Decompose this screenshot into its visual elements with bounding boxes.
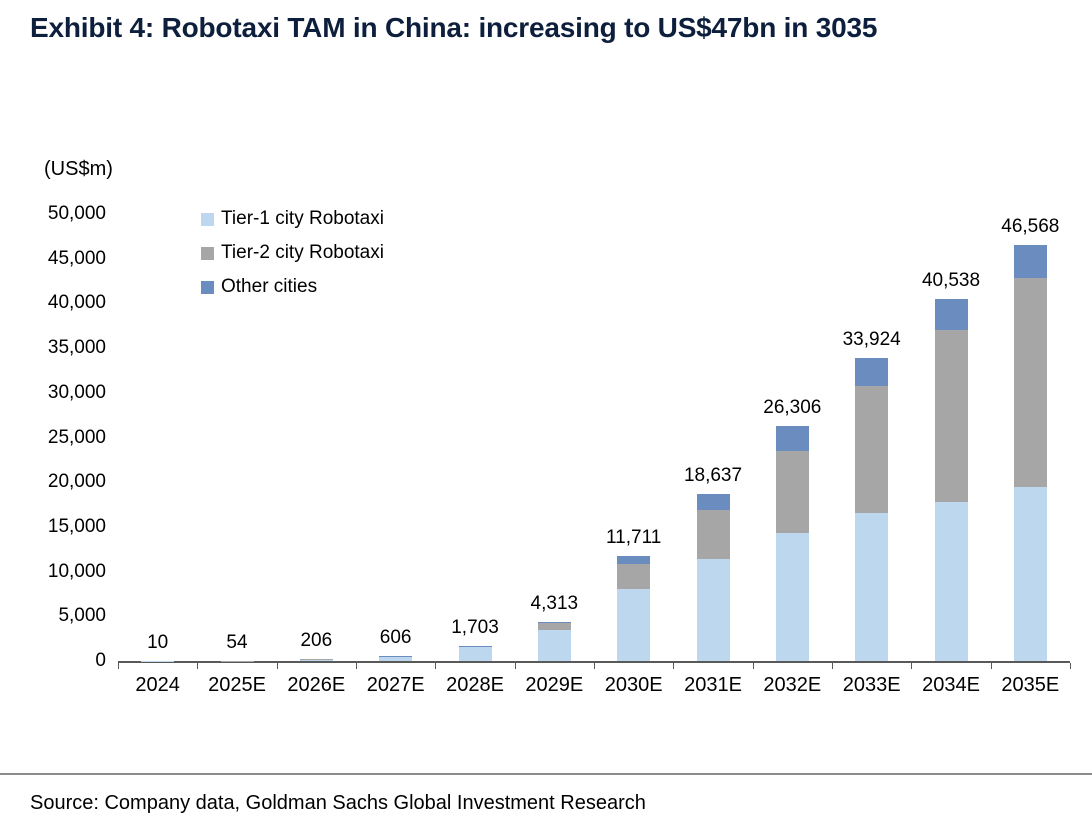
- x-axis-category-label: 2025E: [208, 674, 266, 696]
- bar-segment-series-0: [1013, 486, 1047, 661]
- bar-segment-series-1: [1013, 278, 1047, 487]
- bar-segment-series-0: [299, 659, 333, 661]
- bar-total-label: 10: [147, 631, 169, 653]
- bar-segment-series-2: [696, 494, 730, 510]
- bar-total-label: 206: [300, 630, 333, 652]
- chart-legend: Tier-1 city Robotaxi Tier-2 city Robotaxi…: [201, 202, 384, 304]
- y-axis-tick-label: 10,000: [47, 560, 106, 582]
- bar-segment-series-1: [220, 660, 254, 662]
- bar-segment-series-1: [299, 659, 333, 660]
- bar-segment-series-0: [458, 646, 492, 661]
- y-axis-tick-label: 5,000: [58, 605, 106, 627]
- y-axis-tick-label: 50,000: [47, 203, 106, 224]
- bar-segment-series-0: [855, 513, 889, 661]
- legend-swatch-icon: [201, 280, 214, 294]
- x-axis-line: [118, 661, 1070, 663]
- y-axis-tick-label: 20,000: [47, 471, 106, 493]
- x-axis-tick: [197, 663, 199, 669]
- legend-label: Other cities: [221, 276, 318, 297]
- y-axis-tick-label: 40,000: [47, 292, 106, 314]
- x-axis-category-label: 2028E: [446, 674, 504, 696]
- x-axis-tick: [1070, 663, 1071, 669]
- x-axis-category-label: 2034E: [922, 674, 980, 696]
- y-axis-unit-label: (US$m): [44, 158, 113, 180]
- y-axis-tick-label: 30,000: [47, 381, 106, 403]
- bar-segment-series-2: [537, 622, 571, 624]
- x-axis-tick: [752, 663, 754, 669]
- source-divider: [0, 773, 1092, 775]
- bar-total-label: 18,637: [683, 465, 743, 487]
- bar-segment-series-2: [458, 645, 492, 647]
- bar-total-label: 606: [379, 626, 412, 648]
- bar-segment-series-0: [617, 589, 651, 661]
- x-axis-tick: [990, 663, 992, 669]
- bar-segment-series-1: [696, 509, 730, 560]
- x-axis-tick: [514, 663, 516, 669]
- bar-segment-series-0: [696, 559, 730, 661]
- bar-total-label: 11,711: [606, 527, 662, 549]
- x-axis-tick: [594, 663, 595, 669]
- bar-total-label: 33,924: [842, 328, 901, 350]
- y-axis-tick-label: 25,000: [47, 426, 106, 448]
- bar-total-label: 26,306: [763, 396, 822, 418]
- x-axis-category-label: 2030E: [604, 674, 663, 696]
- x-axis-tick: [673, 663, 675, 669]
- y-axis-tick-label: 35,000: [47, 337, 106, 359]
- bar-segment-series-2: [1013, 244, 1047, 279]
- x-axis-tick: [276, 663, 278, 669]
- legend-label: Tier-1 city Robotaxi: [221, 208, 384, 229]
- bar-segment-series-2: [775, 425, 809, 451]
- bar-segment-series-2: [379, 655, 413, 657]
- y-axis-tick-label: 45,000: [47, 247, 106, 269]
- bar-segment-series-2: [855, 357, 889, 386]
- bar-total-label: 1,703: [451, 616, 499, 638]
- x-axis-category-label: 2026E: [287, 674, 346, 696]
- x-axis-tick: [118, 663, 119, 669]
- bar-segment-series-0: [934, 501, 968, 661]
- x-axis-tick: [832, 663, 833, 669]
- legend-swatch-icon: [201, 212, 214, 226]
- bar-segment-series-2: [617, 556, 651, 564]
- legend-item: Tier-2 city Robotaxi: [201, 236, 384, 270]
- y-axis-tick-label: 15,000: [47, 515, 106, 537]
- bar-total-label: 40,538: [921, 269, 981, 291]
- x-axis-category-label: 2031E: [684, 674, 742, 696]
- x-axis-tick: [356, 663, 357, 669]
- bar-segment-series-0: [537, 629, 571, 661]
- bar-segment-series-2: [934, 298, 968, 331]
- bar-segment-series-1: [458, 645, 492, 647]
- x-axis-tick: [435, 663, 437, 669]
- bar-segment-series-0: [775, 533, 809, 661]
- legend-item: Other cities: [201, 270, 384, 304]
- x-axis-category-label: 2029E: [525, 674, 584, 696]
- x-axis-category-label: 2024: [135, 674, 180, 696]
- bar-segment-series-1: [617, 563, 651, 590]
- chart-title: Exhibit 4: Robotaxi TAM in China: increa…: [30, 12, 878, 43]
- x-axis-tick: [911, 663, 913, 669]
- legend-swatch-icon: [201, 246, 214, 260]
- x-axis-category-label: 2033E: [842, 674, 901, 696]
- bar-total-label: 54: [226, 631, 248, 653]
- bar-total-label: 46,568: [1001, 215, 1060, 237]
- source-note: Source: Company data, Goldman Sachs Glob…: [30, 792, 646, 814]
- bar-segment-series-1: [775, 450, 809, 534]
- x-axis-category-label: 2032E: [763, 674, 822, 696]
- bar-segment-series-1: [855, 385, 889, 514]
- x-axis-category-label: 2027E: [366, 674, 425, 696]
- x-axis-category-label: 2035E: [1001, 674, 1060, 696]
- legend-item: Tier-1 city Robotaxi: [201, 202, 384, 236]
- bar-segment-series-0: [379, 656, 413, 661]
- bar-segment-series-1: [934, 330, 968, 502]
- y-axis-tick-label: 0: [95, 650, 106, 671]
- bar-total-label: 4,313: [530, 593, 579, 615]
- bar-segment-series-1: [537, 623, 571, 630]
- bar-segment-series-0: [141, 660, 175, 662]
- legend-label: Tier-2 city Robotaxi: [221, 242, 384, 263]
